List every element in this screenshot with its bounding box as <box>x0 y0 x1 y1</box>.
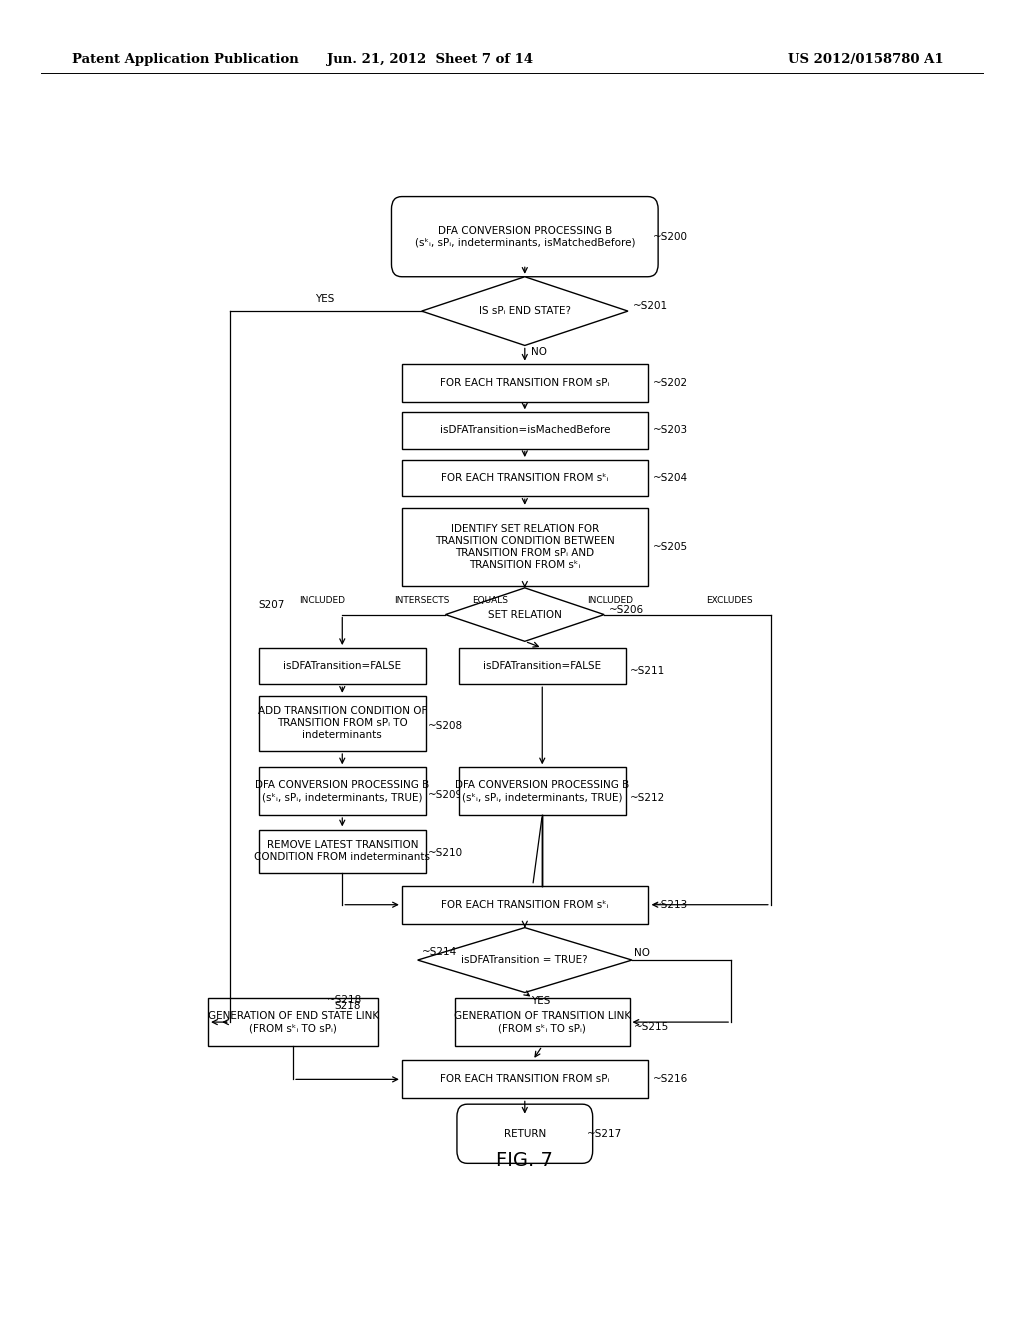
Text: ADD TRANSITION CONDITION OF
TRANSITION FROM sPᵢ TO
indeterminants: ADD TRANSITION CONDITION OF TRANSITION F… <box>258 706 427 741</box>
Text: REMOVE LATEST TRANSITION
CONDITION FROM indeterminants: REMOVE LATEST TRANSITION CONDITION FROM … <box>254 841 430 862</box>
Text: DFA CONVERSION PROCESSING B
(sᵏᵢ, sPᵢ, indeterminants, isMatchedBefore): DFA CONVERSION PROCESSING B (sᵏᵢ, sPᵢ, i… <box>415 226 635 248</box>
Text: RETURN: RETURN <box>504 1129 546 1139</box>
FancyBboxPatch shape <box>459 767 626 814</box>
Text: ~S204: ~S204 <box>653 473 688 483</box>
Text: Patent Application Publication: Patent Application Publication <box>72 53 298 66</box>
Polygon shape <box>422 277 628 346</box>
Text: ~S202: ~S202 <box>653 378 688 388</box>
Text: ~S217: ~S217 <box>587 1129 622 1139</box>
Text: isDFATransition=isMachedBefore: isDFATransition=isMachedBefore <box>439 425 610 436</box>
Text: IS sPᵢ END STATE?: IS sPᵢ END STATE? <box>479 306 570 315</box>
Text: ~S215: ~S215 <box>634 1022 670 1032</box>
Text: ~S213: ~S213 <box>653 900 688 909</box>
Text: FOR EACH TRANSITION FROM sPᵢ: FOR EACH TRANSITION FROM sPᵢ <box>440 1074 609 1084</box>
Text: FOR EACH TRANSITION FROM sᵏᵢ: FOR EACH TRANSITION FROM sᵏᵢ <box>441 900 608 909</box>
Text: DFA CONVERSION PROCESSING B
(sᵏᵢ, sPᵢ, indeterminants, TRUE): DFA CONVERSION PROCESSING B (sᵏᵢ, sPᵢ, i… <box>455 780 630 803</box>
Text: GENERATION OF END STATE LINK
(FROM sᵏᵢ TO sPᵢ): GENERATION OF END STATE LINK (FROM sᵏᵢ T… <box>208 1011 379 1034</box>
Text: INCLUDED: INCLUDED <box>299 597 345 605</box>
FancyBboxPatch shape <box>208 998 379 1045</box>
Text: ~S208: ~S208 <box>428 721 463 731</box>
Text: FOR EACH TRANSITION FROM sᵏᵢ: FOR EACH TRANSITION FROM sᵏᵢ <box>441 473 608 483</box>
FancyBboxPatch shape <box>391 197 658 277</box>
Text: S218: S218 <box>334 1001 360 1011</box>
FancyBboxPatch shape <box>401 508 648 586</box>
FancyBboxPatch shape <box>259 696 426 751</box>
Text: isDFATransition = TRUE?: isDFATransition = TRUE? <box>462 956 588 965</box>
FancyBboxPatch shape <box>455 998 630 1045</box>
Text: ~S209: ~S209 <box>428 789 463 800</box>
Text: SET RELATION: SET RELATION <box>487 610 562 619</box>
Text: EXCLUDES: EXCLUDES <box>707 597 753 605</box>
Text: ~S212: ~S212 <box>630 793 665 803</box>
FancyBboxPatch shape <box>259 830 426 873</box>
Text: NO: NO <box>531 347 547 358</box>
Text: US 2012/0158780 A1: US 2012/0158780 A1 <box>788 53 944 66</box>
FancyBboxPatch shape <box>259 767 426 814</box>
Text: NO: NO <box>634 948 650 958</box>
FancyBboxPatch shape <box>259 648 426 684</box>
FancyBboxPatch shape <box>401 886 648 924</box>
FancyBboxPatch shape <box>401 363 648 401</box>
Text: ~S203: ~S203 <box>653 425 688 436</box>
Text: YES: YES <box>531 997 551 1006</box>
Text: INCLUDED: INCLUDED <box>587 597 633 605</box>
Text: GENERATION OF TRANSITION LINK
(FROM sᵏᵢ TO sPᵢ): GENERATION OF TRANSITION LINK (FROM sᵏᵢ … <box>454 1011 631 1034</box>
Polygon shape <box>445 587 604 642</box>
Text: isDFATransition=FALSE: isDFATransition=FALSE <box>483 661 601 671</box>
Text: S207: S207 <box>259 601 285 610</box>
Text: IDENTIFY SET RELATION FOR
TRANSITION CONDITION BETWEEN
TRANSITION FROM sPᵢ AND
T: IDENTIFY SET RELATION FOR TRANSITION CON… <box>435 524 614 570</box>
Text: EQUALS: EQUALS <box>472 597 508 605</box>
Text: ~S211: ~S211 <box>630 665 665 676</box>
Text: isDFATransition=FALSE: isDFATransition=FALSE <box>284 661 401 671</box>
Text: FIG. 7: FIG. 7 <box>497 1151 553 1170</box>
Text: ~S214: ~S214 <box>422 948 457 957</box>
FancyBboxPatch shape <box>401 1060 648 1098</box>
Text: ~S205: ~S205 <box>653 541 688 552</box>
FancyBboxPatch shape <box>401 459 648 496</box>
Text: ~S218: ~S218 <box>327 995 361 1005</box>
Text: ~S201: ~S201 <box>633 301 668 312</box>
Text: INTERSECTS: INTERSECTS <box>394 597 450 605</box>
Text: ~S216: ~S216 <box>653 1074 688 1084</box>
Text: DFA CONVERSION PROCESSING B
(sᵏᵢ, sPᵢ, indeterminants, TRUE): DFA CONVERSION PROCESSING B (sᵏᵢ, sPᵢ, i… <box>255 780 429 803</box>
FancyBboxPatch shape <box>457 1104 593 1163</box>
Text: ~S210: ~S210 <box>428 849 463 858</box>
Text: YES: YES <box>315 294 335 305</box>
Polygon shape <box>418 928 632 993</box>
FancyBboxPatch shape <box>459 648 626 684</box>
Text: FOR EACH TRANSITION FROM sPᵢ: FOR EACH TRANSITION FROM sPᵢ <box>440 378 609 388</box>
FancyBboxPatch shape <box>401 412 648 449</box>
Text: Jun. 21, 2012  Sheet 7 of 14: Jun. 21, 2012 Sheet 7 of 14 <box>327 53 534 66</box>
Text: ~S200: ~S200 <box>653 231 688 242</box>
Text: ~S206: ~S206 <box>609 605 644 615</box>
